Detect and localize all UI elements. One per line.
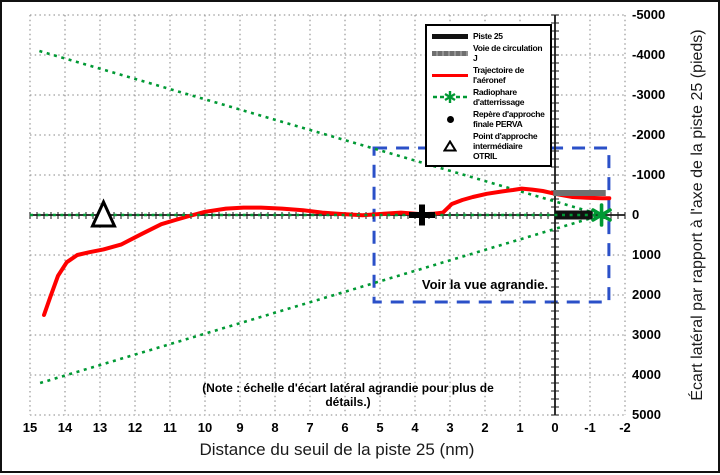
taxiway-line-swatch-icon — [432, 50, 468, 56]
legend-label: Piste 25 — [473, 31, 503, 41]
legend-label: Radiophare d'atterrissage — [473, 87, 525, 108]
x-tick-label: 14 — [57, 420, 73, 435]
x-tick-label: 15 — [22, 420, 38, 435]
x-tick-label: 1 — [516, 420, 524, 435]
taxiway-j-bar — [553, 190, 606, 196]
x-tick-label: 4 — [411, 420, 419, 435]
y-tick-label: -2000 — [632, 127, 666, 142]
y-tick-label: 1000 — [632, 247, 661, 262]
y-tick-label: -1000 — [632, 167, 666, 182]
y-tick-label: 5000 — [632, 407, 661, 422]
perva-dot-swatch-icon — [432, 115, 468, 123]
legend-item-perva: Repère d'approche finale PERVA — [432, 109, 547, 129]
x-tick-label: -1 — [584, 420, 596, 435]
x-tick-label: -2 — [619, 420, 631, 435]
trajectory-line-swatch-icon — [432, 73, 468, 77]
y-tick-label: 0 — [632, 207, 640, 222]
y-tick-label: -3000 — [632, 87, 666, 102]
perva-plus-marker — [419, 204, 425, 226]
x-tick-label: 11 — [163, 420, 177, 435]
y-tick-label: -4000 — [632, 47, 666, 62]
y-tick-label: 2000 — [632, 287, 661, 302]
runway-line-swatch-icon — [432, 33, 468, 39]
legend-item-localizer: Radiophare d'atterrissage — [432, 87, 547, 107]
y-tick-label: -5000 — [632, 7, 666, 22]
legend-label: Point d'approche intermédiaire OTRIL — [473, 131, 538, 162]
x-tick-label: 5 — [376, 420, 384, 435]
x-tick-label: 6 — [341, 420, 349, 435]
legend-item-otril: Point d'approche intermédiaire OTRIL — [432, 131, 547, 161]
x-tick-label: 12 — [127, 420, 143, 435]
localizer-star-marker — [591, 208, 612, 222]
localizer-beam-upper-line — [39, 49, 602, 217]
x-axis-title: Distance du seuil de la piste 25 (nm) — [199, 440, 475, 459]
legend-item-runway: Piste 25 — [432, 31, 547, 41]
x-tick-label: 13 — [92, 420, 108, 435]
y-axis-title: Écart latéral par rapport à l'axe de la … — [689, 29, 706, 401]
otril-triangle-swatch-icon — [432, 140, 468, 152]
x-tick-label: 8 — [271, 420, 279, 435]
x-tick-label: 2 — [481, 420, 489, 435]
aircraft-trajectory-line — [42, 186, 612, 317]
zoom-region-label: Voir la vue agrandie. — [421, 277, 549, 292]
x-tick-label: 3 — [446, 420, 454, 435]
localizer-beam-lower-line — [39, 213, 602, 385]
legend-item-taxiway: Voie de circulation J — [432, 43, 547, 63]
legend: Piste 25 Voie de circulation J Trajectoi… — [425, 24, 552, 168]
legend-item-trajectory: Trajectoire de l'aéronef — [432, 65, 547, 85]
legend-label: Voie de circulation J — [473, 43, 543, 64]
x-tick-label: 9 — [236, 420, 244, 435]
localizer-dashed-star-swatch-icon — [432, 90, 468, 104]
runway-25-bar — [555, 210, 593, 220]
legend-label: Trajectoire de l'aéronef — [473, 65, 525, 86]
otril-triangle-marker — [90, 198, 117, 228]
legend-label: Repère d'approche finale PERVA — [473, 109, 545, 130]
x-tick-label: 0 — [551, 420, 559, 435]
x-tick-label: 10 — [197, 420, 213, 435]
y-tick-label: 3000 — [632, 327, 661, 342]
y-tick-label: 4000 — [632, 367, 661, 382]
x-tick-label: 7 — [306, 420, 314, 435]
scale-note: (Note : échelle d'écart latéral agrandie… — [202, 381, 494, 409]
